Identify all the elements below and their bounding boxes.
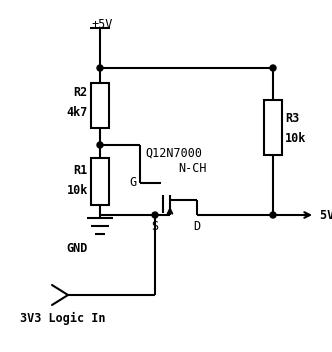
Text: GND: GND <box>67 241 88 254</box>
Bar <box>91 83 109 128</box>
Text: R2: R2 <box>74 87 88 100</box>
Text: D: D <box>194 220 201 233</box>
Text: +5V: +5V <box>91 18 113 31</box>
Text: N-CH: N-CH <box>178 162 207 175</box>
Text: R1: R1 <box>74 163 88 176</box>
Circle shape <box>152 212 158 218</box>
Circle shape <box>270 65 276 71</box>
Text: 5V Logic Out: 5V Logic Out <box>320 208 332 221</box>
Text: 10k: 10k <box>285 132 306 145</box>
Text: Q12N7000: Q12N7000 <box>145 146 202 159</box>
Text: 10k: 10k <box>67 183 88 196</box>
Circle shape <box>97 142 103 148</box>
Text: S: S <box>151 220 159 233</box>
Text: 3V3 Logic In: 3V3 Logic In <box>20 312 106 325</box>
Circle shape <box>97 65 103 71</box>
Bar <box>264 100 282 155</box>
Bar <box>91 158 109 205</box>
Text: R3: R3 <box>285 112 299 125</box>
Circle shape <box>270 212 276 218</box>
Text: 4k7: 4k7 <box>67 107 88 119</box>
Text: G: G <box>130 176 137 189</box>
